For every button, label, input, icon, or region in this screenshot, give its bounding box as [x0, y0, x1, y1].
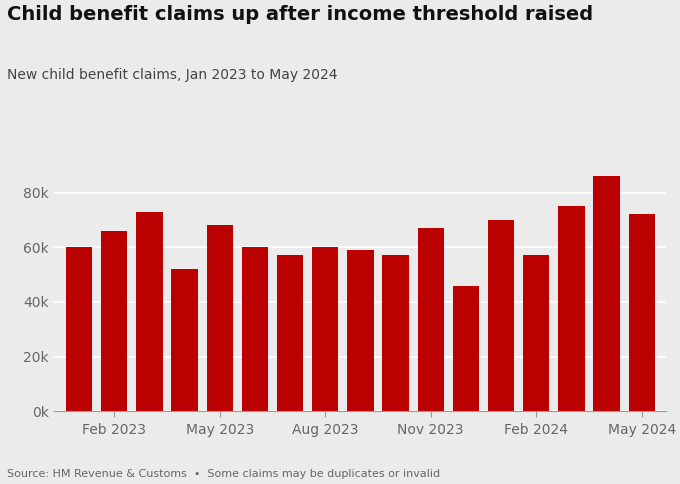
Text: New child benefit claims, Jan 2023 to May 2024: New child benefit claims, Jan 2023 to Ma…: [7, 68, 337, 82]
Bar: [594, 176, 619, 411]
Bar: [66, 247, 92, 411]
Bar: [136, 212, 163, 411]
Bar: [488, 220, 514, 411]
Bar: [312, 247, 339, 411]
Bar: [347, 250, 373, 411]
Bar: [382, 256, 409, 411]
Bar: [523, 256, 549, 411]
Bar: [207, 226, 233, 411]
Bar: [453, 286, 479, 411]
Bar: [558, 206, 585, 411]
Bar: [241, 247, 268, 411]
Bar: [418, 228, 444, 411]
Bar: [628, 214, 655, 411]
Bar: [277, 256, 303, 411]
Text: Source: HM Revenue & Customs  •  Some claims may be duplicates or invalid: Source: HM Revenue & Customs • Some clai…: [7, 469, 440, 479]
Text: Child benefit claims up after income threshold raised: Child benefit claims up after income thr…: [7, 5, 593, 24]
Bar: [101, 231, 127, 411]
Bar: [171, 269, 198, 411]
